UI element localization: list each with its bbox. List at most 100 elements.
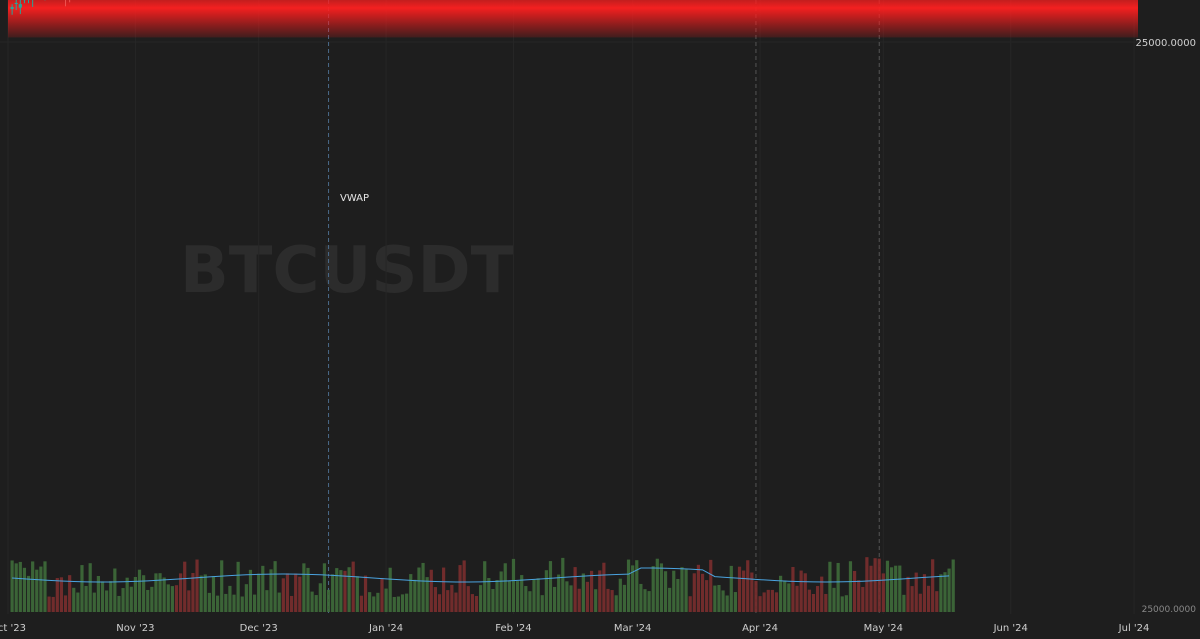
volume-bar [265,590,269,612]
volume-bar [63,595,68,612]
volume-bar [314,595,318,612]
volume-bar [18,561,22,612]
volume-bar [614,595,618,612]
time-axis-area[interactable] [0,614,1200,639]
price-axis[interactable]: 25000.000030000.000035000.000040000.0000… [1136,0,1200,639]
volume-bar [811,593,816,612]
volume-bar [236,561,240,612]
volume-bar [405,593,409,612]
time-tick-label: Jan '24 [368,623,403,634]
volume-bar [709,559,713,612]
volume-bar [725,595,729,612]
volume-bar [536,578,540,612]
volume-bar [384,588,388,612]
volume-bar [31,561,35,612]
price-axis-area[interactable] [1138,0,1200,639]
volume-bar [396,596,401,612]
volume-bar [285,573,290,612]
price-axis-bottom-label: 25000.0000 [1142,605,1197,615]
volume-bar [224,593,228,612]
volume-bar [733,592,737,612]
volume-bar [142,575,146,612]
volume-bar [187,590,191,612]
volume-bar [347,567,351,612]
volume-bar [750,572,754,612]
volume-bar [573,567,577,612]
volume-bar [688,596,692,612]
candle-body [18,4,22,8]
volume-bar [359,595,364,612]
volume-bar [918,593,922,612]
time-tick-label: Mar '24 [614,623,652,634]
volume-bar [631,565,635,612]
volume-bar [906,576,910,612]
volume-bar [931,559,935,612]
volume-bar [294,573,298,612]
volume-bar [626,559,631,612]
volume-bar [836,562,840,612]
volume-ma-line [12,567,950,583]
volume-bar [437,594,442,612]
candle-body [10,7,14,10]
volume-bar [717,584,721,612]
volume-bar [758,596,762,612]
time-tick-label: Oct '23 [0,623,26,634]
volume-bar [511,558,516,612]
volume-bar [117,595,121,612]
volume-bar [55,578,59,612]
volume-bar [898,565,902,612]
volume-bar [458,565,462,612]
volume-bar [483,561,487,612]
volume-bar [585,581,590,612]
volume-bar [857,580,861,612]
volume-bar [548,561,553,612]
volume-bar [729,565,733,612]
volume-bar [51,596,55,612]
volume-bar [618,578,622,612]
volume-bar [244,584,248,612]
volume-bar [503,563,507,612]
volume-bar [479,585,483,612]
volume-bar [824,593,828,612]
volume-bar [696,564,701,612]
volume-bar [154,573,158,612]
volume-bar [59,577,64,612]
volume-bar [109,581,113,612]
volume-bar [643,589,647,612]
time-tick-label: Dec '23 [240,623,278,634]
volume-bar [495,580,499,612]
volume-bar [577,588,581,612]
volume-bar [339,570,343,612]
demand-zone [8,0,1138,38]
volume-bar [565,581,569,612]
volume-bar [269,569,273,612]
volume-bar [302,563,306,612]
volume-bar [179,573,183,612]
volume-bar [150,586,154,612]
volume-bar [446,590,450,612]
price-tick-label: 25000.0000 [1136,38,1196,49]
volume-bar [766,589,770,612]
volume-bar [598,570,602,612]
volume-bar [622,584,627,612]
volume-bar [869,565,873,612]
volume-bar [183,561,187,612]
volume-bar [211,576,216,612]
volume-bar [487,578,491,612]
volume-bar [951,559,955,612]
volume-bar [799,570,803,612]
time-axis[interactable]: Oct '23 Nov '23 Dec '23 Jan '24 Feb '24 Mar '… [0,614,1200,639]
volume-bar [832,587,836,612]
volume-bar [326,589,331,612]
volume-bar [388,567,392,612]
volume-bar [540,595,544,612]
volume-bar [746,560,750,612]
volume-bar [105,590,109,612]
volume-bar [639,583,643,612]
volume-bar [413,579,417,612]
time-tick-label: Apr '24 [742,623,778,634]
volume-bar [742,570,746,612]
volume-bar [207,592,211,612]
volume-bar [355,576,359,612]
